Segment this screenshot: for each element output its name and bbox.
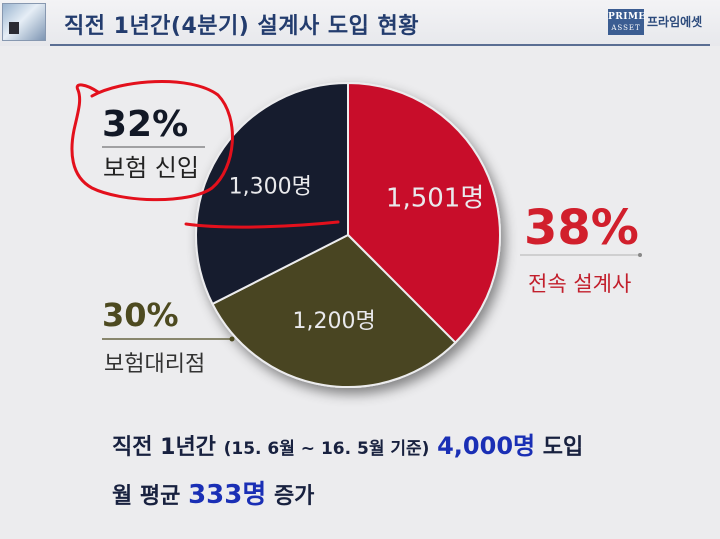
pie-slice-insurance-new xyxy=(195,81,349,306)
callout-agency-percent: 30% xyxy=(102,296,179,334)
callout-leader-lines xyxy=(102,146,642,342)
header-divider xyxy=(50,44,710,46)
summary-suffix: 도입 xyxy=(542,435,584,460)
summary-line-1: 직전 1년간 (15. 6월 ~ 16. 5월 기준) 4,000명 도입 xyxy=(112,426,583,461)
brand-logo-line1: PRIME xyxy=(608,12,646,22)
pie-slices xyxy=(195,81,501,388)
summary-total: 4,000명 xyxy=(437,432,536,460)
slide-thumbnail-icon xyxy=(2,3,46,41)
callout-agency: 30% 보험대리점 xyxy=(102,296,205,377)
callout-exclusive-agent: 38% 전속 설계사 xyxy=(524,200,639,296)
callout-insurance-percent: 32% xyxy=(102,104,189,145)
summary-period: (15. 6월 ~ 16. 5월 기준) xyxy=(223,439,430,459)
pie-value-label-agency: 1,200명 xyxy=(292,309,375,334)
summary-line-2: 월 평균 333명 증가 xyxy=(112,474,314,511)
pie-slice-agency xyxy=(211,233,457,388)
summary-prefix: 직전 1년간 xyxy=(112,435,216,460)
slide-header xyxy=(0,0,720,46)
monthly-average: 333명 xyxy=(188,480,267,510)
callout-insurance-new: 32% 보험 신입 xyxy=(102,104,199,182)
annotation-underline xyxy=(184,220,340,229)
hand-annotation xyxy=(70,80,340,229)
page-title: 직전 1년간(4분기) 설계사 도입 현황 xyxy=(64,14,419,39)
brand-logo-line2: ASSET xyxy=(611,24,641,32)
callout-exclusive-percent: 38% xyxy=(524,200,639,256)
annotation-circle xyxy=(70,80,234,202)
monthly-suffix: 증가 xyxy=(273,484,315,509)
callout-exclusive-label: 전속 설계사 xyxy=(528,272,632,296)
brand-name: 프라임에셋 xyxy=(647,15,703,29)
monthly-prefix: 월 평균 xyxy=(112,484,181,509)
callout-agency-label: 보험대리점 xyxy=(104,352,206,377)
pie-value-label-insurance-new: 1,300명 xyxy=(229,174,312,199)
leader-dot-agency xyxy=(229,336,235,342)
leader-dot-exclusive xyxy=(638,253,642,257)
pie-value-labels: 1,501명 1,200명 1,300명 xyxy=(229,174,485,334)
pie-slice-exclusive-agent xyxy=(347,81,501,345)
brand-logo-icon: PRIME ASSET xyxy=(608,9,646,35)
pie-value-label-exclusive-agent: 1,501명 xyxy=(386,184,484,214)
callout-insurance-label: 보험 신입 xyxy=(103,154,199,182)
